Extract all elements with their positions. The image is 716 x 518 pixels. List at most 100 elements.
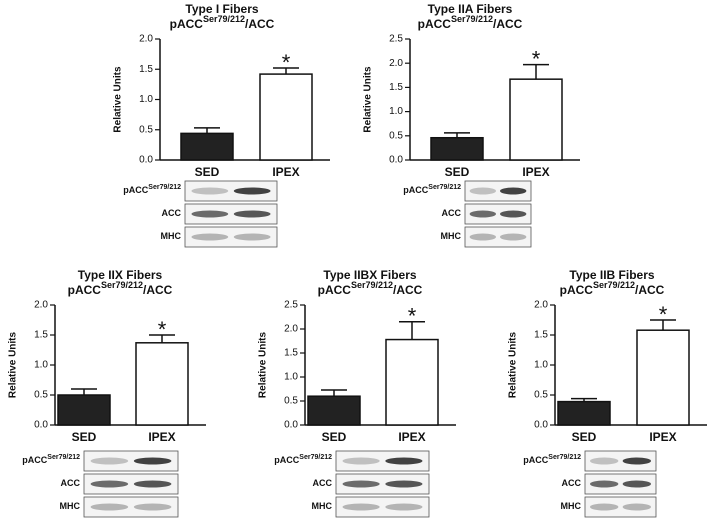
blot-label: pACCSer79/212: [274, 454, 332, 466]
blot-label-base: pACC: [22, 455, 47, 465]
subtitle-base: pACC: [68, 283, 102, 297]
blot-label: ACC: [162, 208, 182, 218]
bar: [557, 400, 611, 426]
subtitle-base: pACC: [318, 283, 352, 297]
blot-label: pACCSer79/212: [403, 184, 461, 196]
x-tick-label: IPEX: [148, 430, 175, 444]
y-tick-label: 2.0: [284, 324, 298, 335]
blot-band: [233, 210, 271, 218]
y-tick-label: 0.5: [34, 390, 48, 401]
blot-band: [90, 457, 129, 465]
y-tick-label: 0.5: [139, 124, 153, 135]
blot-band: [385, 457, 423, 465]
subtitle-sup: Ser79/212: [451, 14, 493, 24]
bar: [57, 394, 111, 426]
blot-frame: [335, 496, 430, 518]
subtitle-base: pACC: [418, 17, 452, 31]
blot-band: [385, 480, 423, 488]
bar: [307, 395, 361, 426]
blot-band: [589, 503, 619, 511]
y-tick-label: 1.0: [139, 94, 153, 105]
y-tick-label: 1.5: [139, 64, 153, 75]
subtitle-tail: /ACC: [143, 283, 173, 297]
blot-label-base: ACC: [442, 208, 462, 218]
panel-subtitle: pACCSer79/212/ACC: [68, 280, 173, 297]
bar: [636, 329, 690, 426]
panel-title: Type IIB Fibers: [569, 268, 654, 282]
blot-frame: [335, 473, 430, 495]
y-tick-label: 1.0: [34, 360, 48, 371]
blot-band: [233, 187, 271, 195]
panel: Type IIA FiberspACCSer79/212/ACCRelative…: [363, 2, 580, 248]
blot-band: [499, 187, 527, 195]
blot-band: [622, 503, 652, 511]
blot-band: [233, 233, 271, 241]
blot-label: pACCSer79/212: [523, 454, 581, 466]
blot-band: [342, 457, 380, 465]
blot-label-base: MHC: [60, 501, 81, 511]
y-tick-label: 2.0: [389, 58, 403, 69]
blot-band: [589, 480, 619, 488]
blot-band: [90, 480, 129, 488]
panel: Type IIX FiberspACCSer79/212/ACCRelative…: [8, 268, 206, 518]
blot-label-sup: Ser79/212: [428, 184, 461, 191]
blot-frame: [464, 203, 532, 225]
blot-label-base: pACC: [523, 455, 548, 465]
subtitle-sup: Ser79/212: [203, 14, 245, 24]
x-tick-label: IPEX: [522, 165, 549, 179]
blot-frame: [335, 450, 430, 472]
y-axis-label: Relative Units: [8, 331, 19, 398]
y-tick-label: 0.0: [139, 155, 153, 166]
blot-label: ACC: [442, 208, 462, 218]
y-tick-label: 0.0: [284, 420, 298, 431]
significance-mark: *: [532, 46, 541, 71]
blot-label-sup: Ser79/212: [47, 454, 80, 461]
y-tick-label: 2.0: [139, 34, 153, 45]
y-tick-label: 1.5: [389, 82, 403, 93]
x-tick-label: SED: [72, 430, 97, 444]
bar: [430, 136, 484, 161]
blot-band: [589, 457, 619, 465]
panel: Type IIB Fibers pACCSer79/212/ACC Relative…: [508, 268, 707, 518]
panel-subtitle: pACCSer79/212/ACC: [418, 14, 523, 31]
blot-label: MHC: [312, 501, 333, 511]
blot-band: [622, 457, 652, 465]
significance-mark: *: [659, 302, 668, 327]
y-tick-label: 2.5: [389, 34, 403, 45]
blot-band: [469, 233, 497, 241]
subtitle-base: pACC: [560, 283, 594, 297]
x-tick-label: SED: [572, 430, 597, 444]
panel-title: Type IIBX Fibers: [323, 268, 416, 282]
y-tick-label: 1.0: [389, 106, 403, 117]
x-tick-label: IPEX: [398, 430, 425, 444]
x-tick-label: SED: [445, 165, 470, 179]
y-axis-label: Relative Units: [363, 66, 374, 133]
blot-band: [499, 210, 527, 218]
y-tick-label: 0.5: [389, 130, 403, 141]
blot-frame: [584, 450, 657, 472]
y-tick-label: 0.5: [284, 396, 298, 407]
blot-band: [133, 480, 172, 488]
blot-label-base: MHC: [561, 501, 582, 511]
bar: [385, 338, 439, 426]
y-tick-label: 1.0: [284, 372, 298, 383]
y-axis-label: Relative Units: [508, 331, 519, 398]
blot-label-base: pACC: [123, 185, 148, 195]
blot-label-base: ACC: [313, 478, 333, 488]
blot-frame: [184, 226, 278, 248]
blot-label: MHC: [60, 501, 81, 511]
y-tick-label: 2.5: [284, 300, 298, 311]
y-tick-label: 0.5: [534, 390, 548, 401]
blot-label-base: MHC: [441, 231, 462, 241]
blot-frame: [83, 473, 179, 495]
subtitle-tail: /ACC: [635, 283, 665, 297]
blot-band: [342, 480, 380, 488]
blot-frame: [584, 496, 657, 518]
blot-frame: [584, 473, 657, 495]
blot-band: [90, 503, 129, 511]
blot-band: [133, 503, 172, 511]
x-tick-label: IPEX: [649, 430, 676, 444]
blot-frame: [184, 203, 278, 225]
significance-mark: *: [158, 317, 167, 342]
